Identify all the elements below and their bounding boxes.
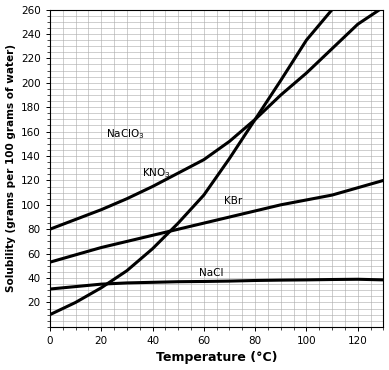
X-axis label: Temperature (°C): Temperature (°C) [156, 352, 277, 364]
Text: NaClO$_3$: NaClO$_3$ [106, 127, 145, 141]
Text: NaCl: NaCl [199, 268, 223, 278]
Text: KBr: KBr [224, 196, 243, 206]
Y-axis label: Solubility (grams per 100 grams of water): Solubility (grams per 100 grams of water… [5, 44, 16, 292]
Text: KNO$_3$: KNO$_3$ [142, 166, 171, 180]
